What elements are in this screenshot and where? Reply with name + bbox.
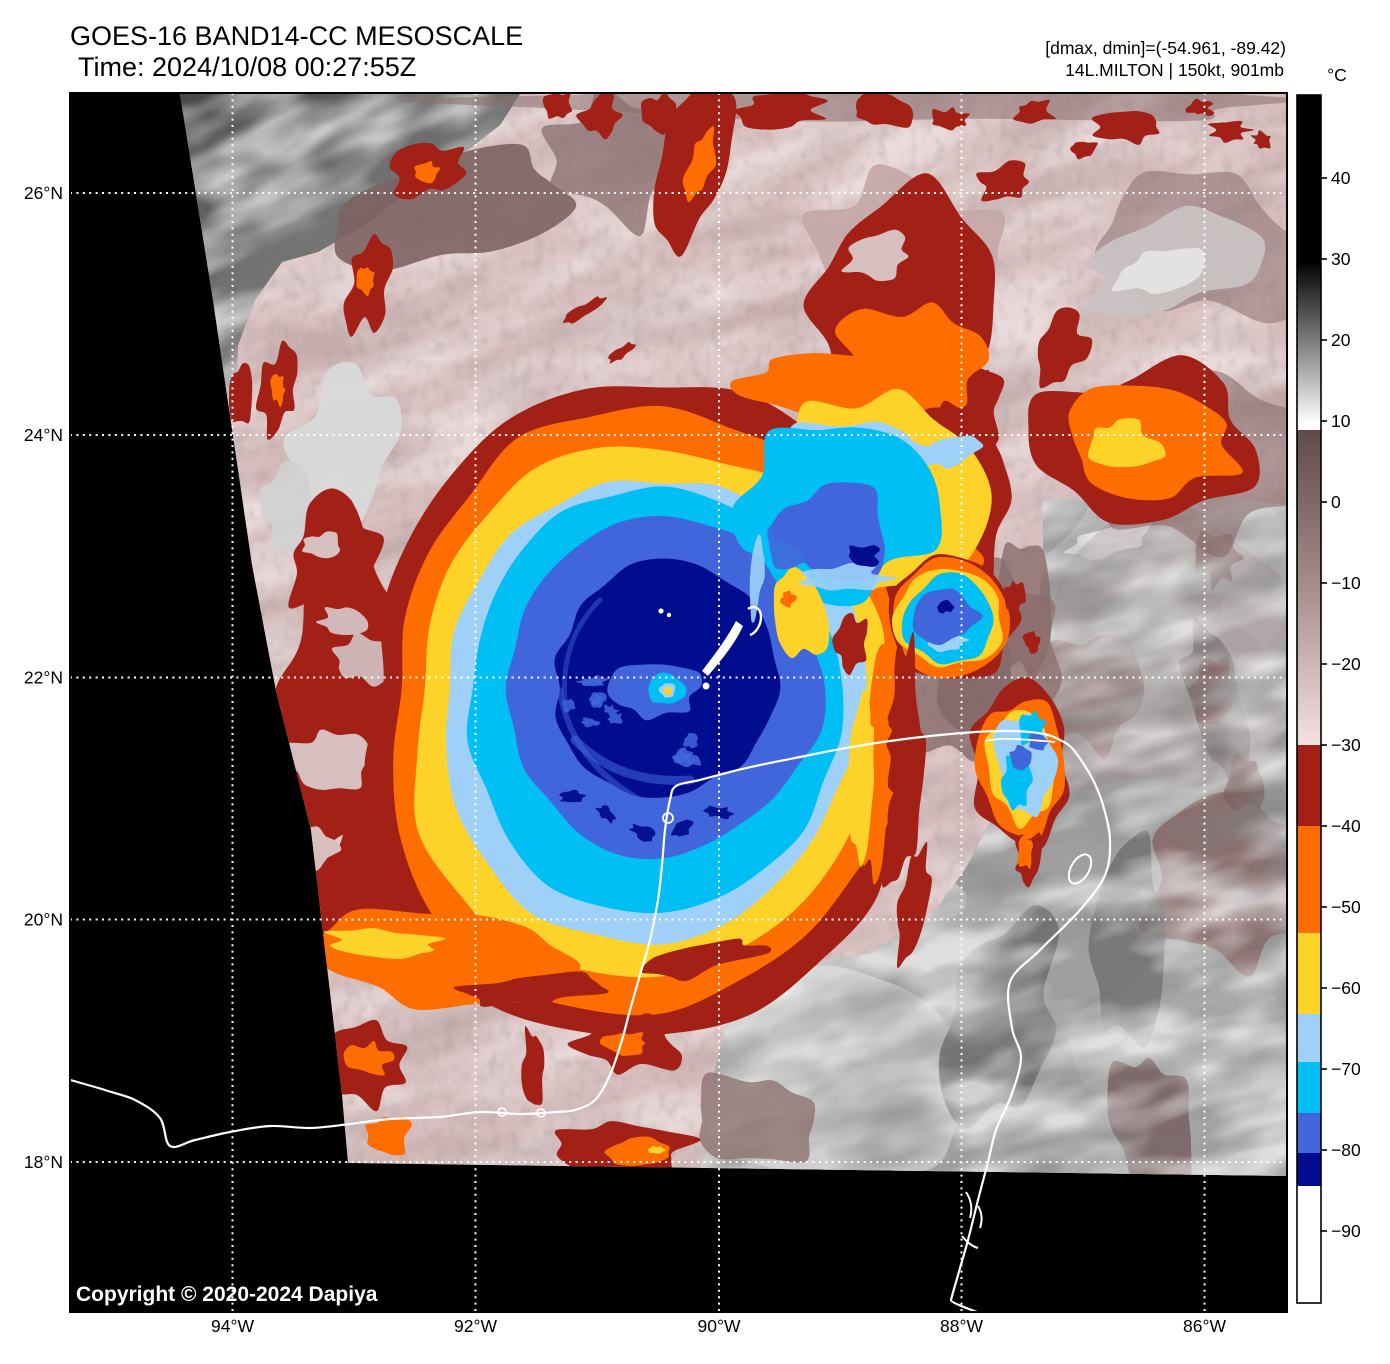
svg-text:−90: −90 <box>1331 1221 1361 1241</box>
svg-text:0: 0 <box>1331 492 1341 512</box>
svg-text:°C: °C <box>1327 65 1347 85</box>
svg-text:−40: −40 <box>1331 816 1361 836</box>
svg-text:−70: −70 <box>1331 1059 1361 1079</box>
svg-text:92°W: 92°W <box>454 1316 497 1336</box>
svg-text:26°N: 26°N <box>24 183 63 203</box>
svg-text:−50: −50 <box>1331 897 1361 917</box>
svg-text:20: 20 <box>1331 330 1351 350</box>
svg-text:−60: −60 <box>1331 978 1361 998</box>
svg-text:14L.MILTON | 150kt, 901mb: 14L.MILTON | 150kt, 901mb <box>1065 60 1284 80</box>
svg-text:18°N: 18°N <box>24 1152 63 1172</box>
svg-text:40: 40 <box>1331 168 1351 188</box>
svg-text:Time: 2024/10/08 00:27:55Z: Time: 2024/10/08 00:27:55Z <box>78 52 416 82</box>
svg-text:20°N: 20°N <box>24 910 63 930</box>
svg-text:−80: −80 <box>1331 1140 1361 1160</box>
svg-text:−30: −30 <box>1331 735 1361 755</box>
svg-text:30: 30 <box>1331 249 1351 269</box>
svg-text:−20: −20 <box>1331 654 1361 674</box>
svg-text:10: 10 <box>1331 411 1351 431</box>
svg-text:Copyright © 2020-2024 Dapiya: Copyright © 2020-2024 Dapiya <box>76 1283 378 1306</box>
svg-text:86°W: 86°W <box>1183 1316 1226 1336</box>
svg-text:−10: −10 <box>1331 573 1361 593</box>
svg-text:90°W: 90°W <box>698 1316 741 1336</box>
svg-text:GOES-16 BAND14-CC MESOSCALE: GOES-16 BAND14-CC MESOSCALE <box>70 21 523 51</box>
svg-text:88°W: 88°W <box>940 1316 983 1336</box>
svg-text:24°N: 24°N <box>24 425 63 445</box>
svg-text:[dmax, dmin]=(-54.961, -89.42): [dmax, dmin]=(-54.961, -89.42) <box>1045 38 1286 58</box>
svg-text:94°W: 94°W <box>211 1316 254 1336</box>
svg-text:22°N: 22°N <box>24 668 63 688</box>
